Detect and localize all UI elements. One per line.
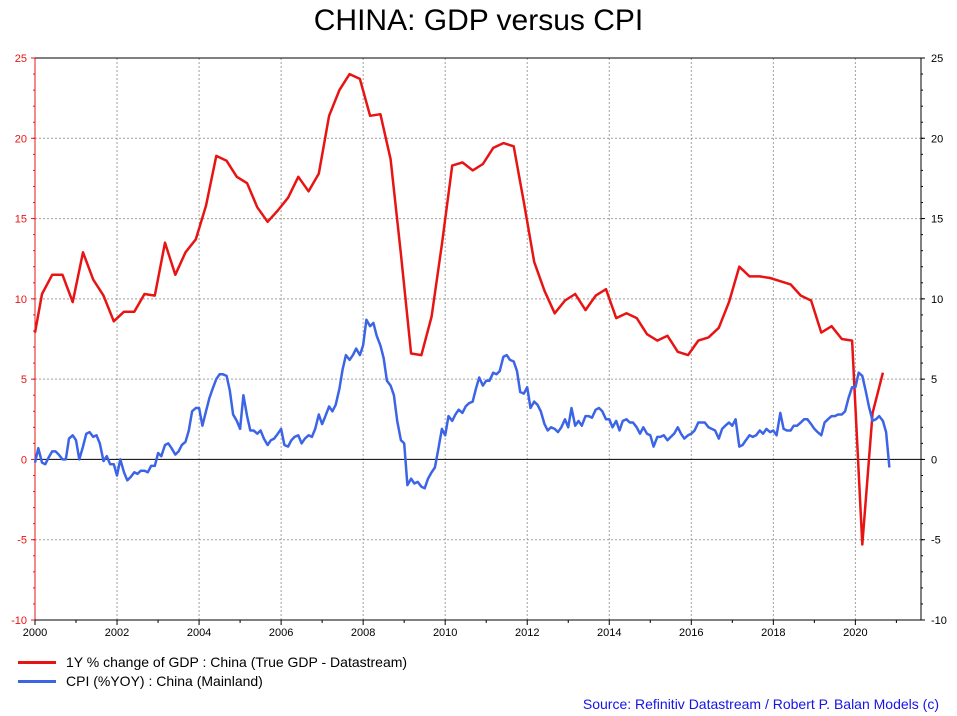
y-right-tick-label: 0 bbox=[931, 454, 937, 466]
tick-labels: -10 -5 0 5 10 15 20 25 -10 -5 0 5 10 15 20 25 2000 2002 20… bbox=[11, 53, 947, 639]
x-tick-label: 2008 bbox=[351, 627, 375, 639]
legend-swatch-gdp bbox=[18, 660, 56, 664]
x-tick-label: 2010 bbox=[433, 627, 457, 639]
legend-item-cpi: CPI (%YOY) : China (Mainland) bbox=[18, 671, 263, 691]
x-tick-label: 2002 bbox=[105, 627, 129, 639]
y-right-tick-label: -5 bbox=[931, 535, 941, 547]
legend-item-gdp: 1Y % change of GDP : China (True GDP - D… bbox=[18, 652, 407, 672]
y-right-tick-label: 10 bbox=[931, 294, 943, 306]
legend-label-gdp: 1Y % change of GDP : China (True GDP - D… bbox=[66, 654, 408, 670]
x-tick-label: 2018 bbox=[761, 627, 785, 639]
y-left-tick-label: 5 bbox=[21, 374, 27, 386]
y-right-tick-label: 5 bbox=[931, 374, 937, 386]
y-right-tick-label: 20 bbox=[931, 133, 943, 145]
source-note: Source: Refinitiv Datastream / Robert P.… bbox=[582, 696, 939, 712]
y-left-tick-label: 0 bbox=[21, 454, 27, 466]
gdp-series-line bbox=[33, 72, 885, 546]
legend-swatch-cpi bbox=[18, 679, 56, 683]
grid-lines bbox=[34, 58, 921, 620]
y-left-tick-label: 20 bbox=[15, 133, 27, 145]
axes bbox=[31, 57, 925, 625]
x-tick-label: 2004 bbox=[187, 627, 211, 639]
y-left-tick-label: 10 bbox=[15, 294, 27, 306]
x-tick-label: 2016 bbox=[679, 627, 703, 639]
series-lines bbox=[33, 72, 891, 546]
x-tick-label: 2014 bbox=[597, 627, 621, 639]
cpi-series-line bbox=[33, 318, 891, 490]
y-right-tick-label: 25 bbox=[931, 53, 943, 65]
x-tick-label: 2020 bbox=[843, 627, 867, 639]
y-left-tick-label: -5 bbox=[17, 535, 27, 547]
y-left-tick-label: 15 bbox=[15, 214, 27, 226]
y-left-tick-label: -10 bbox=[11, 615, 27, 627]
y-right-tick-label: -10 bbox=[931, 615, 947, 627]
x-tick-label: 2012 bbox=[515, 627, 539, 639]
x-tick-label: 2006 bbox=[269, 627, 293, 639]
y-right-tick-label: 15 bbox=[931, 214, 943, 226]
y-left-tick-label: 25 bbox=[15, 53, 27, 65]
x-tick-label: 2000 bbox=[23, 627, 47, 639]
chart-title: CHINA: GDP versus CPI bbox=[313, 4, 644, 37]
legend-label-cpi: CPI (%YOY) : China (Mainland) bbox=[66, 673, 263, 689]
